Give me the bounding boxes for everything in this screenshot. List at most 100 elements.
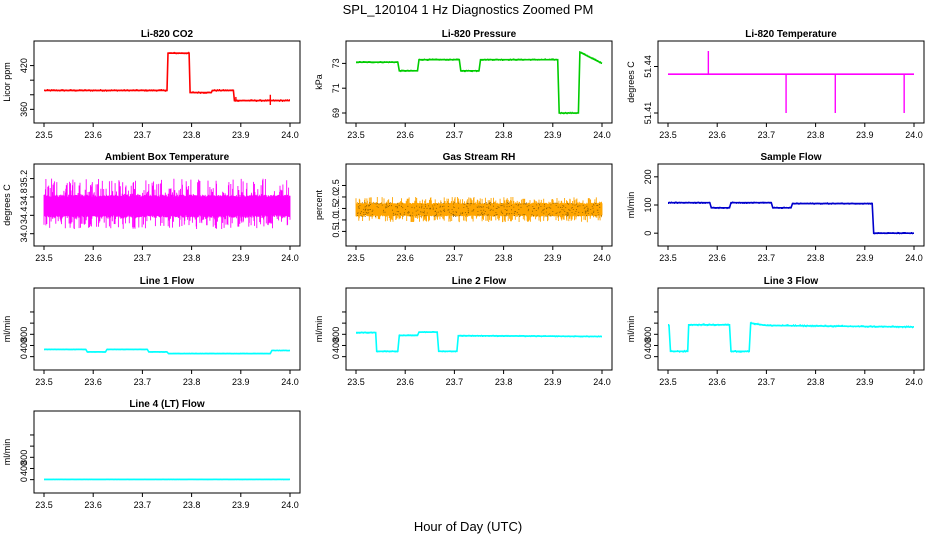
line-2-flow-y-axis-label: ml/min bbox=[314, 316, 324, 343]
gas-stream-rh-x-tick-label: 24.0 bbox=[593, 253, 611, 263]
gas-stream-rh-title: Gas Stream RH bbox=[443, 152, 516, 163]
line-3-flow-y-axis-label: ml/min bbox=[626, 316, 636, 343]
line-2-flow-x-tick-label: 23.8 bbox=[495, 377, 513, 387]
line-4-lt-flow-plot-frame bbox=[33, 410, 301, 494]
line-2-flow-y-tick-label: 400 bbox=[331, 338, 341, 353]
gas-stream-rh-y-tick-label: 1.0 bbox=[331, 214, 341, 227]
line-1-flow-plot-frame bbox=[33, 287, 301, 371]
ambient-box-temperature-x-tick-label: 23.8 bbox=[183, 253, 201, 263]
gas-stream-rh-y-tick-label: 2.0 bbox=[331, 191, 341, 204]
line-3-flow-x-tick-label: 23.5 bbox=[659, 377, 677, 387]
li-820-co2-x-tick-label: 23.8 bbox=[183, 130, 201, 140]
line-4-lt-flow-x-tick-label: 23.6 bbox=[84, 500, 102, 510]
line-2-flow-x-tick-label: 23.5 bbox=[347, 377, 365, 387]
sample-flow-x-tick-label: 23.9 bbox=[856, 253, 874, 263]
figure-title: SPL_120104 1 Hz Diagnostics Zoomed PM bbox=[343, 2, 594, 17]
line-3-flow-x-tick-label: 23.9 bbox=[856, 377, 874, 387]
panel-li-820-pressure: Li-820 Pressure 23.5 23.6 23.7 23.8 23.9 24.0 6… bbox=[314, 29, 613, 140]
sample-flow-y-tick-label: 0 bbox=[643, 231, 653, 236]
line-3-flow-y-tick-label: 0 bbox=[643, 354, 653, 359]
li-820-temperature-x-tick-label: 23.8 bbox=[807, 130, 825, 140]
line-3-flow-x-tick-label: 24.0 bbox=[905, 377, 923, 387]
li-820-pressure-title: Li-820 Pressure bbox=[442, 29, 517, 40]
line-3-flow-plot-frame bbox=[657, 287, 925, 371]
li-820-co2-title: Li-820 CO2 bbox=[141, 29, 194, 40]
li-820-temperature-y-tick-label: 51.41 bbox=[643, 102, 653, 125]
panel-ambient-box-temperature: Ambient Box Temperature 23.5 23.6 23.7 23.8 2… bbox=[2, 152, 301, 263]
li-820-pressure-series-jitter bbox=[356, 51, 602, 115]
li-820-pressure-x-tick-label: 23.8 bbox=[495, 130, 513, 140]
line-1-flow-y-tick-label: 800 bbox=[19, 327, 29, 342]
li-820-co2-y-tick-label: 420 bbox=[19, 58, 29, 73]
li-820-co2-x-tick-label: 23.5 bbox=[35, 130, 53, 140]
li-820-temperature-x-tick-label: 23.6 bbox=[708, 130, 726, 140]
line-1-flow-y-tick-label: 0 bbox=[19, 354, 29, 359]
line-2-flow-title: Line 2 Flow bbox=[452, 276, 507, 287]
li-820-temperature-plot-frame bbox=[657, 40, 925, 124]
line-3-flow-y-tick-label: 400 bbox=[643, 338, 653, 353]
line-2-flow-series-line bbox=[356, 331, 603, 353]
li-820-temperature-y-axis-label: degrees C bbox=[626, 61, 636, 103]
line-4-lt-flow-y-axis-label: ml/min bbox=[2, 439, 12, 466]
gas-stream-rh-y-axis-label: percent bbox=[314, 189, 324, 220]
line-3-flow-x-tick-label: 23.8 bbox=[807, 377, 825, 387]
panel-li-820-temperature: Li-820 Temperature 23.5 23.6 23.7 23.8 23.9 24… bbox=[626, 29, 925, 140]
ambient-box-temperature-x-tick-label: 24.0 bbox=[281, 253, 299, 263]
li-820-co2-x-tick-label: 24.0 bbox=[281, 130, 299, 140]
line-2-flow-x-tick-label: 23.7 bbox=[446, 377, 464, 387]
gas-stream-rh-x-tick-label: 23.9 bbox=[544, 253, 562, 263]
line-3-flow-series-jitter bbox=[668, 321, 914, 353]
line-4-lt-flow-title: Line 4 (LT) Flow bbox=[129, 399, 205, 410]
gas-stream-rh-x-tick-label: 23.8 bbox=[495, 253, 513, 263]
line-4-lt-flow-x-tick-label: 23.7 bbox=[134, 500, 152, 510]
li-820-temperature-y-tick-label: 51.44 bbox=[643, 55, 653, 78]
gas-stream-rh-series-points bbox=[357, 202, 602, 217]
sample-flow-series-jitter bbox=[668, 201, 914, 235]
li-820-temperature-x-tick-label: 24.0 bbox=[905, 130, 923, 140]
sample-flow-x-tick-label: 24.0 bbox=[905, 253, 923, 263]
line-1-flow-title: Line 1 Flow bbox=[140, 276, 195, 287]
line-1-flow-x-tick-label: 23.9 bbox=[232, 377, 250, 387]
ambient-box-temperature-y-tick-label: 35.2 bbox=[19, 170, 29, 188]
gas-stream-rh-y-tick-label: 0.5 bbox=[331, 225, 341, 238]
sample-flow-x-tick-label: 23.8 bbox=[807, 253, 825, 263]
li-820-temperature-title: Li-820 Temperature bbox=[745, 29, 837, 40]
gas-stream-rh-x-tick-label: 23.6 bbox=[396, 253, 414, 263]
li-820-pressure-y-tick-label: 69 bbox=[331, 108, 341, 118]
line-3-flow-title: Line 3 Flow bbox=[764, 276, 819, 287]
ambient-box-temperature-plot-frame bbox=[33, 163, 301, 247]
line-1-flow-x-tick-label: 23.5 bbox=[35, 377, 53, 387]
li-820-co2-series-jitter bbox=[44, 51, 290, 102]
gas-stream-rh-x-tick-label: 23.5 bbox=[347, 253, 365, 263]
line-4-lt-flow-y-tick-label: 400 bbox=[19, 461, 29, 476]
sample-flow-title: Sample Flow bbox=[760, 152, 821, 163]
li-820-pressure-x-tick-label: 23.9 bbox=[544, 130, 562, 140]
li-820-co2-x-tick-label: 23.7 bbox=[134, 130, 152, 140]
li-820-temperature-x-tick-label: 23.7 bbox=[758, 130, 776, 140]
sample-flow-series-line bbox=[668, 201, 914, 234]
li-820-co2-series-line bbox=[44, 52, 290, 102]
line-2-flow-series-jitter bbox=[356, 331, 602, 353]
li-820-pressure-y-tick-label: 71 bbox=[331, 83, 341, 93]
line-1-flow-y-axis-label: ml/min bbox=[2, 316, 12, 343]
panel-line-2-flow: Line 2 Flow 23.5 23.6 23.7 23.8 23.9 24.0 04008… bbox=[314, 276, 613, 387]
sample-flow-y-tick-label: 200 bbox=[643, 169, 653, 184]
line-3-flow-x-tick-label: 23.6 bbox=[708, 377, 726, 387]
panel-gas-stream-rh: Gas Stream RH 23.5 23.6 23.7 23.8 23.9 24.0 0.5… bbox=[314, 152, 613, 263]
line-3-flow-y-tick-label: 800 bbox=[643, 327, 653, 342]
line-2-flow-x-tick-label: 23.9 bbox=[544, 377, 562, 387]
ambient-box-temperature-x-tick-label: 23.9 bbox=[232, 253, 250, 263]
sample-flow-x-tick-label: 23.7 bbox=[758, 253, 776, 263]
line-1-flow-x-tick-label: 23.8 bbox=[183, 377, 201, 387]
li-820-co2-plot-frame bbox=[33, 40, 301, 124]
li-820-pressure-plot-frame bbox=[345, 40, 613, 124]
panel-line-4-lt-flow: Line 4 (LT) Flow 23.5 23.6 23.7 23.8 23.9 24.0… bbox=[2, 399, 301, 510]
ambient-box-temperature-y-tick-label: 34.0 bbox=[19, 225, 29, 243]
line-3-flow-x-tick-label: 23.7 bbox=[758, 377, 776, 387]
line-1-flow-x-tick-label: 23.7 bbox=[134, 377, 152, 387]
ambient-box-temperature-y-tick-label: 34.8 bbox=[19, 188, 29, 206]
ambient-box-temperature-series-band bbox=[43, 178, 291, 229]
sample-flow-y-tick-label: 100 bbox=[643, 197, 653, 212]
line-1-flow-y-tick-label: 400 bbox=[19, 338, 29, 353]
